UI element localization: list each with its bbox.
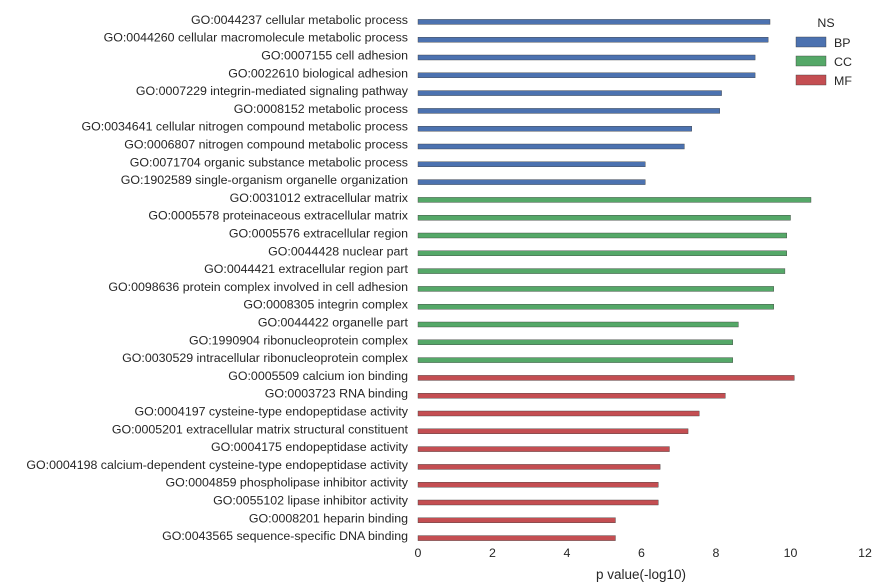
x-tick-label: 6 — [638, 546, 645, 560]
category-label: GO:0044237 cellular metabolic process — [191, 13, 408, 27]
legend-label-bp: BP — [834, 36, 851, 50]
x-tick-label: 0 — [415, 546, 422, 560]
bar-bp — [417, 37, 769, 43]
bar-bp — [417, 19, 771, 25]
bar-bp — [417, 143, 685, 150]
bar-mf — [417, 428, 689, 434]
category-label: GO:0055102 lipase inhibitor activity — [213, 494, 409, 508]
category-label: GO:0004198 calcium-dependent cysteine-ty… — [26, 458, 408, 472]
bar-cc — [417, 214, 791, 221]
bar-cc — [417, 321, 739, 328]
bar-cc — [417, 286, 774, 292]
bar-mf — [417, 535, 616, 541]
bars-group — [417, 19, 812, 541]
bar-mf — [417, 464, 661, 470]
legend-swatch-mf — [795, 74, 827, 86]
legend-swatch-cc — [795, 55, 827, 67]
category-label: GO:0007229 integrin-mediated signaling p… — [136, 84, 409, 98]
category-label: GO:0044428 nuclear part — [268, 244, 408, 258]
legend-label-mf: MF — [834, 74, 852, 88]
x-axis-title: p value(-log10) — [596, 567, 686, 582]
bar-mf — [417, 517, 616, 523]
x-tick-label: 12 — [858, 546, 872, 560]
legend-title: NS — [817, 16, 834, 30]
category-label: GO:0007155 cell adhesion — [261, 49, 408, 63]
category-label: GO:1902589 single-organism organelle org… — [121, 173, 408, 187]
bar-mf — [417, 393, 726, 399]
bar-bp — [417, 108, 720, 114]
x-tick-label: 4 — [564, 546, 571, 560]
bar-mf — [417, 375, 795, 381]
bar-bp — [417, 90, 722, 96]
category-label: GO:0071704 organic substance metabolic p… — [130, 155, 408, 169]
bar-bp — [417, 72, 756, 79]
category-label: GO:0043565 sequence-specific DNA binding — [162, 529, 408, 543]
x-tick-label: 10 — [784, 546, 798, 560]
bar-cc — [417, 339, 733, 345]
category-label: GO:0008305 integrin complex — [243, 298, 408, 312]
category-label: GO:1990904 ribonucleoprotein complex — [189, 333, 409, 347]
category-label: GO:0004859 phospholipase inhibitor activ… — [166, 476, 409, 490]
bar-bp — [417, 125, 692, 132]
category-label: GO:0044260 cellular macromolecule metabo… — [104, 31, 408, 45]
bar-cc — [417, 197, 812, 203]
category-label: GO:0004197 cysteine-type endopeptidase a… — [135, 405, 409, 419]
legend-label-cc: CC — [834, 55, 852, 69]
category-label: GO:0003723 RNA binding — [265, 387, 408, 401]
category-label: GO:0031012 extracellular matrix — [230, 191, 409, 205]
category-label: GO:0008152 metabolic process — [234, 102, 408, 116]
bar-cc — [417, 268, 786, 274]
bar-bp — [417, 179, 646, 185]
category-label: GO:0006807 nitrogen compound metabolic p… — [124, 138, 408, 152]
bar-mf — [417, 482, 659, 488]
category-label: GO:0034641 cellular nitrogen compound me… — [82, 120, 408, 134]
bar-cc — [417, 304, 774, 310]
category-label: GO:0044421 extracellular region part — [204, 262, 408, 276]
bar-cc — [417, 357, 733, 363]
x-axis-ticks-group: 0 2 4 6 8 10 12 — [415, 546, 872, 560]
bar-mf — [417, 499, 659, 506]
category-label: GO:0004175 endopeptidase activity — [211, 440, 409, 454]
category-label: GO:0008201 heparin binding — [249, 511, 408, 525]
category-label: GO:0005578 proteinaceous extracellular m… — [148, 209, 408, 223]
bar-mf — [417, 446, 670, 452]
category-label: GO:0005509 calcium ion binding — [228, 369, 408, 383]
legend-swatch-bp — [795, 36, 827, 48]
x-tick-label: 8 — [713, 546, 720, 560]
bar-cc — [417, 250, 787, 257]
category-label: GO:0005576 extracellular region — [229, 227, 408, 241]
bar-bp — [417, 161, 646, 168]
category-label: GO:0005201 extracellular matrix structur… — [112, 422, 409, 436]
category-label: GO:0030529 intracellular ribonucleoprote… — [122, 351, 409, 365]
legend: NS BP CC MF — [795, 16, 852, 88]
category-labels-group: GO:0044237 cellular metabolic process GO:… — [26, 13, 408, 543]
x-tick-label: 2 — [489, 546, 496, 560]
bar-cc — [417, 232, 787, 239]
bar-mf — [417, 410, 700, 417]
category-label: GO:0022610 biological adhesion — [228, 66, 408, 80]
bar-bp — [417, 54, 756, 61]
category-label: GO:0044422 organelle part — [258, 316, 409, 330]
category-label: GO:0098636 protein complex involved in c… — [108, 280, 408, 294]
